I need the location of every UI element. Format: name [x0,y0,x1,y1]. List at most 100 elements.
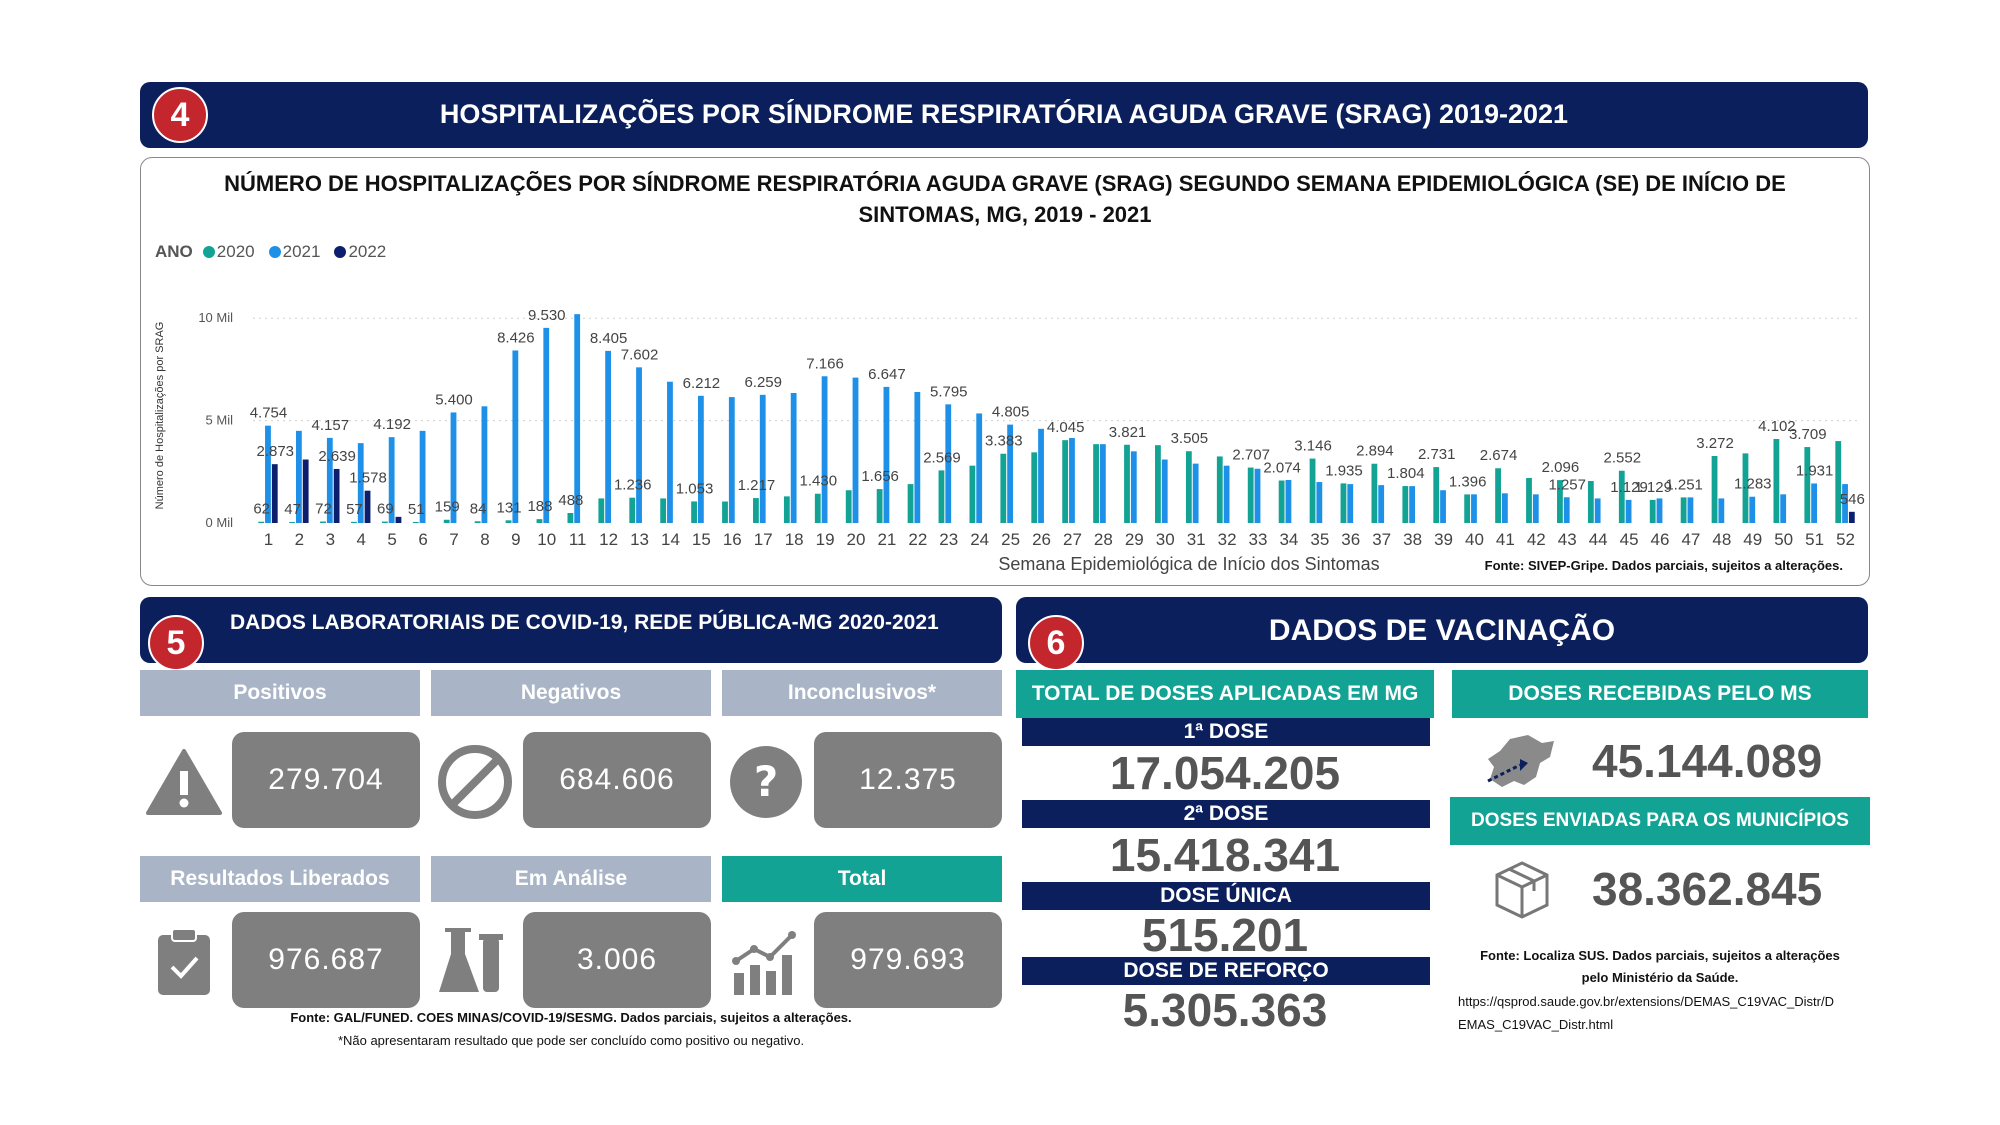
dose2-value: 15.418.341 [1109,829,1341,881]
bar-2022 [333,468,340,523]
data-label-2020: 3.383 [985,433,1023,450]
data-label-2021: 5.400 [435,391,473,408]
bar-2021 [295,430,302,523]
bar-2021 [1038,428,1044,523]
x-tick-label: 7 [449,530,458,549]
data-label-2022: 546 [1840,491,1865,508]
bar-2020 [660,498,667,523]
x-tick-label: 15 [692,530,711,549]
received-doses-value: 45.144.089 [1592,735,1823,787]
bar-2020 [1433,467,1440,523]
x-tick-label: 40 [1465,530,1484,549]
section4-badge: 4 [152,87,208,143]
legend-item-2021[interactable]: 2021 [268,242,320,262]
data-label-2020: 1.935 [1325,462,1363,479]
lab-card-header-resultados-liberados: Resultados Liberados [140,856,420,902]
x-tick-label: 35 [1310,530,1329,549]
bar-2020 [969,465,976,523]
bar-2020 [1371,463,1378,523]
data-label-2020: 4.102 [1758,418,1796,435]
data-label-2021: 5.795 [930,383,968,400]
bar-2020 [1649,499,1656,523]
bar-2021 [1687,497,1694,523]
legend-swatch-2021 [268,246,281,258]
bar-2020 [907,484,914,523]
data-label-2020: 3.821 [1109,424,1147,441]
section6-url-line1[interactable]: https://qsprod.saude.gov.br/extensions/D… [1458,994,1834,1009]
section5-title: DADOS LABORATORIAIS DE COVID-19, REDE PÚ… [230,611,939,634]
clipboard-check-icon [142,920,226,1004]
bar-2020 [1526,477,1532,523]
x-tick-label: 1 [264,530,273,549]
bar-2021 [636,367,642,523]
bar-2021 [1718,498,1725,523]
bar-2021 [574,314,581,523]
dose-unica-value: 515.201 [1141,909,1309,961]
y-tick-label: 0 Mil [206,515,234,530]
chart-legend: ANO 2020 2021 2022 [155,242,394,262]
bar-2021 [450,412,457,523]
data-label-2021: 6.647 [868,366,906,383]
data-label-2020: 4.045 [1047,419,1085,436]
bar-2020 [629,497,636,523]
x-tick-label: 44 [1589,530,1608,549]
bar-2021 [1007,424,1014,523]
bar-2020 [443,519,450,523]
chart-source: Fonte: SIVEP-Gripe. Dados parciais, suje… [1484,558,1843,573]
bar-2020 [722,501,728,523]
legend-item-2020[interactable]: 2020 [202,242,255,262]
dose-unica-label: DOSE ÚNICA [1022,882,1430,910]
bar-2021 [728,397,735,523]
data-label-2020: 2.074 [1263,460,1301,477]
y-tick-label: 10 Mil [198,310,233,325]
bar-2020 [567,513,574,523]
dose-reforco-value: 5.305.363 [1122,984,1328,1036]
bar-2021 [1501,493,1508,523]
bar-2022 [364,490,371,523]
data-label-2020: 2.569 [923,449,961,466]
bar-2021 [265,425,271,523]
section6-url-line2[interactable]: EMAS_C19VAC_Distr.html [1458,1017,1614,1032]
x-tick-label: 22 [908,530,927,549]
bar-2021 [388,437,395,523]
data-label-2021: 6.259 [744,374,782,391]
bar-2021 [1594,498,1601,523]
x-tick-label: 8 [480,530,489,549]
bar-2021 [667,381,673,523]
x-tick-label: 13 [630,530,649,549]
section4-header: 4 HOSPITALIZAÇÕES POR SÍNDROME RESPIRATÓ… [140,82,1868,148]
bar-2020 [474,521,481,523]
data-label-2020: 2.674 [1480,447,1518,464]
svg-text:?: ? [754,757,778,806]
data-label-2021: 1.257 [1548,476,1586,493]
bar-2020 [1495,468,1501,523]
section5-badge: 5 [148,615,204,671]
y-axis-label: Número de Hospitalizações por SRAG [154,322,166,510]
chart-title-line1: NÚMERO DE HOSPITALIZAÇÕES POR SÍNDROME R… [224,171,1786,196]
bar-2020 [1402,486,1409,523]
bar-2021 [1316,482,1323,523]
bar-2020 [1773,439,1780,523]
lab-card-value: 979.693 [814,912,1002,1008]
bar-2021 [852,377,859,523]
bar-2021 [976,413,983,523]
bar-2020 [1680,497,1687,523]
data-label-2020: 72 [315,501,332,518]
data-label-2021: 7.166 [806,355,844,372]
data-label-2020: 1.656 [861,468,899,485]
section5-source: Fonte: GAL/FUNED. COES MINAS/COVID-19/SE… [290,1010,852,1025]
data-label-2020: 188 [527,498,552,515]
bar-2020 [814,493,821,523]
bar-2021 [1069,438,1075,523]
data-label-2020: 1.396 [1449,473,1487,490]
bar-2021 [1440,490,1446,523]
data-label-2021: 1.283 [1734,476,1772,493]
bar-2021 [326,437,333,523]
bar-2020 [1835,441,1842,523]
data-label-2020: 159 [435,499,460,516]
srag-bar-chart: 0 Mil 5 Mil 10 Mil Número de Hospitalizaçõe… [154,307,1865,574]
x-tick-label: 38 [1403,530,1422,549]
bar-2020 [1000,453,1007,523]
x-tick-label: 25 [1001,530,1020,549]
legend-item-2022[interactable]: 2022 [334,242,386,262]
